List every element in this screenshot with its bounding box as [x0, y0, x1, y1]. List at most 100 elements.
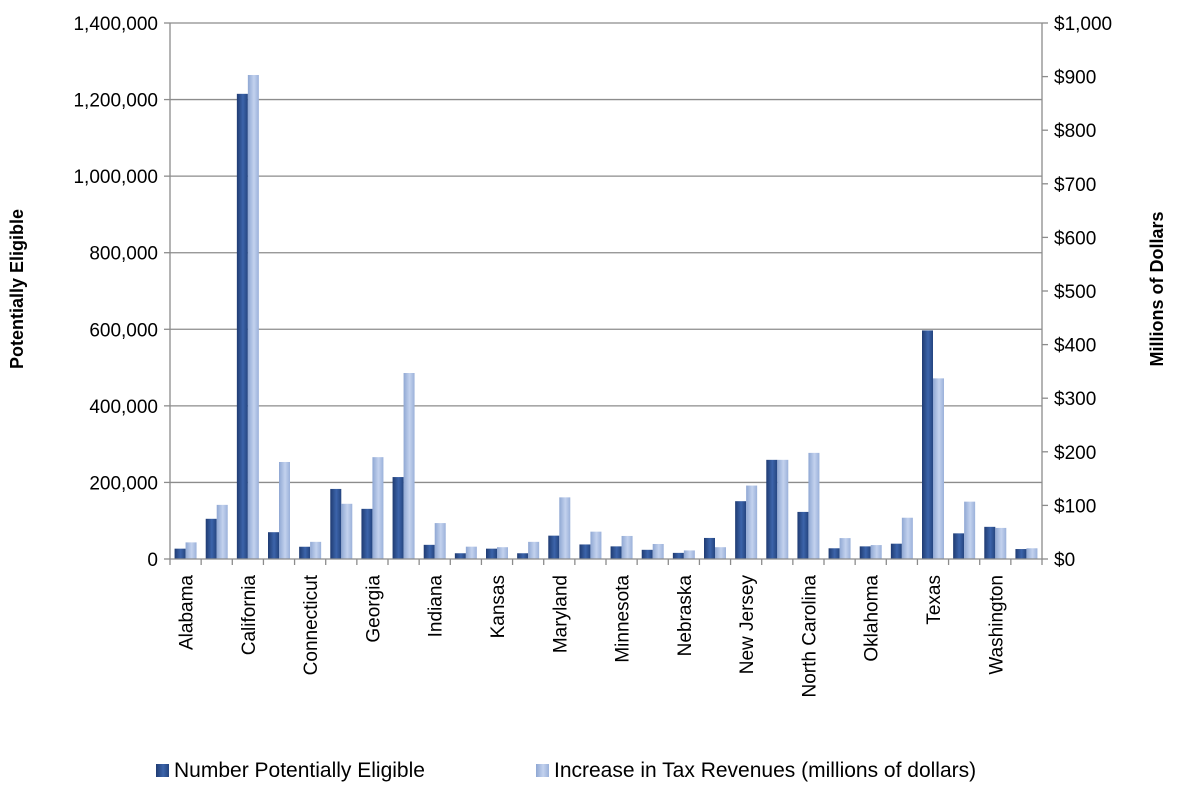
bar-eligible [1015, 549, 1027, 559]
bar-tax-revenue [185, 542, 197, 559]
bar-tax-revenue [870, 545, 882, 559]
left-tick-label: 200,000 [89, 473, 158, 494]
bar-eligible [641, 549, 653, 559]
bar-tax-revenue [933, 378, 944, 559]
right-tick-label: $300 [1054, 389, 1096, 410]
bar-tax-revenue [497, 547, 508, 559]
left-tick-label: 0 [147, 550, 158, 571]
right-tick-label: $400 [1054, 336, 1096, 357]
bar-tax-revenue [310, 541, 322, 559]
bar-tax-revenue [839, 538, 851, 559]
bar-eligible [205, 518, 217, 559]
bar-eligible [953, 533, 965, 559]
category-label: Oklahoma [862, 575, 883, 662]
bar-tax-revenue [559, 497, 571, 559]
bar-tax-revenue [621, 535, 633, 559]
bar-eligible [890, 543, 902, 559]
right-tick-label: $500 [1054, 282, 1096, 303]
right-tick-label: $600 [1054, 228, 1096, 249]
category-label: Maryland [550, 575, 571, 653]
bar-eligible [859, 546, 871, 559]
category-label: Kansas [488, 575, 509, 638]
bar-tax-revenue [746, 485, 758, 559]
bar-tax-revenue [995, 527, 1007, 559]
gridlines [170, 22, 1042, 484]
bar-eligible [517, 553, 529, 559]
bar-tax-revenue [590, 531, 602, 559]
category-label: Connecticut [301, 574, 322, 675]
category-label: Minnesota [613, 575, 634, 663]
category-label: North Carolina [799, 575, 820, 698]
axes-group [169, 23, 1043, 565]
bar-eligible [454, 553, 466, 559]
right-tick-label: $0 [1054, 550, 1075, 571]
right-tick-label: $1,000 [1054, 14, 1112, 35]
right-tick-label: $800 [1054, 121, 1096, 142]
bar-eligible [236, 93, 248, 559]
y-axis-title-left: Potentially Eligible [7, 209, 27, 369]
category-label: Alabama [177, 575, 198, 650]
bar-eligible [797, 511, 809, 559]
left-tick-labels: 0 200,000 400,000 600,000 800,000 1,000,000 1,… [73, 14, 170, 571]
legend-label-eligible: Number Potentially Eligible [174, 759, 425, 782]
bar-eligible [984, 526, 996, 559]
bar-tax-revenue [465, 546, 477, 559]
left-tick-label: 1,400,000 [73, 14, 158, 35]
category-label: Indiana [426, 575, 447, 638]
bar-tax-revenue [434, 523, 446, 559]
category-label: Nebraska [675, 575, 696, 657]
bar-tax-revenue [901, 517, 913, 559]
bar-eligible [330, 488, 342, 559]
bar-eligible [392, 477, 404, 559]
bar-eligible [299, 546, 311, 559]
right-tick-labels: $0 $100 $200 $300 $400 $500 $600 $700 $800 $900 $1… [1042, 14, 1112, 571]
bar-tax-revenue [216, 504, 228, 559]
bar-eligible [766, 459, 778, 559]
bar-tax-revenue [372, 457, 384, 559]
category-label: Georgia [363, 575, 384, 643]
left-tick-label: 1,000,000 [73, 167, 158, 188]
bars-group [174, 74, 1038, 559]
bar-tax-revenue [964, 501, 976, 559]
left-tick-label: 600,000 [89, 320, 158, 341]
bar-eligible [735, 501, 747, 559]
category-label: Washington [986, 575, 1007, 675]
left-tick-label: 400,000 [89, 397, 158, 418]
bar-eligible [704, 537, 715, 559]
legend-label-tax: Increase in Tax Revenues (millions of do… [554, 759, 976, 782]
bar-tax-revenue [1026, 548, 1038, 559]
bar-eligible [922, 330, 933, 559]
bar-tax-revenue [341, 503, 353, 559]
category-labels: Alabama California Connecticut Georgia India… [177, 574, 1008, 697]
bar-eligible [361, 508, 373, 559]
right-tick-label: $700 [1054, 175, 1096, 196]
category-label: New Jersey [737, 575, 758, 675]
bar-tax-revenue [715, 547, 726, 559]
bar-eligible [486, 548, 497, 559]
category-label: California [239, 575, 260, 656]
bar-tax-revenue [247, 74, 259, 559]
bar-eligible [174, 548, 186, 559]
right-tick-label: $200 [1054, 443, 1096, 464]
legend-swatch-eligible [156, 764, 169, 777]
right-tick-label: $100 [1054, 496, 1096, 517]
legend-swatch-tax [536, 764, 549, 777]
left-tick-label: 800,000 [89, 244, 158, 265]
bar-eligible [548, 535, 560, 559]
left-tick-label: 1,200,000 [73, 91, 158, 112]
legend: Number Potentially Eligible Increase in … [156, 759, 976, 782]
bar-eligible [579, 544, 591, 559]
bar-tax-revenue [808, 452, 820, 559]
bar-eligible [828, 548, 840, 559]
bar-tax-revenue [403, 373, 415, 559]
bar-eligible [672, 552, 684, 559]
bar-eligible [268, 532, 279, 559]
bar-tax-revenue [279, 461, 290, 559]
bar-tax-revenue [777, 459, 789, 559]
bar-tax-revenue [652, 543, 664, 559]
bar-eligible [610, 546, 622, 559]
right-tick-label: $900 [1054, 68, 1096, 89]
bar-eligible [423, 544, 435, 559]
